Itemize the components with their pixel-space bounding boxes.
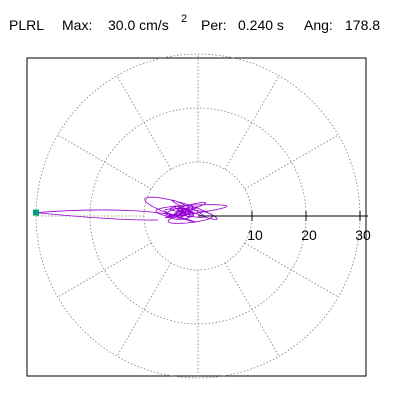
- period-value: 0.240 s: [238, 17, 284, 33]
- max-unit-exponent: 2: [181, 13, 188, 25]
- max-value: 30.0 cm/s: [108, 17, 169, 33]
- grid-spoke: [57, 134, 152, 190]
- angle-value: 178.8: [345, 17, 381, 33]
- axis-tick-label: 30: [355, 227, 371, 243]
- grid-spoke: [116, 262, 172, 357]
- plot-header: PLRL Max: 30.0 cm/s 2 Per: 0.240 s Ang: …: [0, 0, 400, 40]
- axis-tick-label: 10: [247, 227, 263, 243]
- amplitude-axis: 10 20 30: [198, 211, 371, 243]
- station-code: PLRL: [9, 17, 45, 33]
- motion-trace: [144, 196, 228, 224]
- max-amplitude-marker: [33, 209, 40, 216]
- period-label: Per:: [201, 17, 227, 33]
- motion-trace-group: [33, 196, 228, 224]
- max-label: Max:: [62, 17, 93, 33]
- grid-spoke: [57, 242, 152, 298]
- axis-tick-label: 20: [301, 227, 317, 243]
- peak-excursion: [35, 209, 169, 221]
- grid-spoke: [224, 262, 280, 357]
- grid-spoke: [116, 75, 172, 170]
- grid-spoke: [244, 134, 339, 190]
- angle-label: Ang:: [304, 17, 333, 33]
- grid-spoke: [244, 242, 339, 298]
- plot-frame: [26, 57, 367, 377]
- grid-spoke: [224, 75, 280, 170]
